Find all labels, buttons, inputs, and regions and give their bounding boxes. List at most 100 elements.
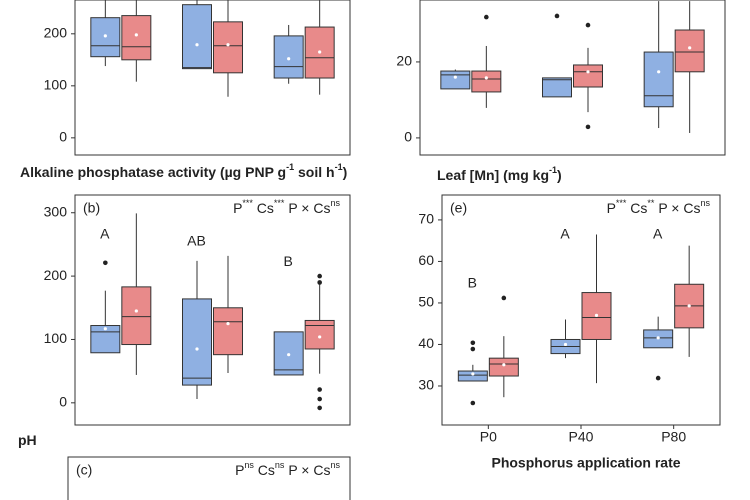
mean bbox=[484, 76, 488, 80]
mean bbox=[563, 342, 568, 347]
box bbox=[90, 17, 121, 58]
text-part: pH bbox=[18, 432, 37, 448]
text-part: ns bbox=[700, 198, 710, 208]
significance: Pns Csns P × Csns bbox=[235, 460, 340, 477]
mean bbox=[687, 304, 691, 308]
y-tick-label: 200 bbox=[44, 267, 68, 283]
x-tick-label: P40 bbox=[569, 429, 594, 445]
panel-title: Leaf [Mn] (mg kg-1) bbox=[437, 165, 562, 182]
significance: P*** Cs*** P × Csns bbox=[233, 198, 340, 215]
y-tick-label: 0 bbox=[59, 394, 67, 410]
text-part: Cs bbox=[626, 200, 647, 216]
outlier bbox=[103, 260, 108, 266]
group-letter: A bbox=[653, 226, 663, 242]
text-part: ) bbox=[343, 164, 348, 180]
mean bbox=[657, 70, 661, 74]
group-letter: AB bbox=[187, 233, 206, 249]
mean bbox=[226, 322, 230, 326]
outlier bbox=[317, 273, 322, 279]
text-part: *** bbox=[242, 198, 253, 208]
text-part: P bbox=[235, 462, 244, 478]
y-tick-label: 40 bbox=[418, 335, 434, 351]
mean bbox=[195, 347, 199, 351]
mean bbox=[586, 70, 590, 74]
mean bbox=[656, 336, 660, 340]
box bbox=[304, 319, 335, 350]
outlier bbox=[317, 280, 322, 285]
outlier bbox=[317, 387, 322, 392]
outlier bbox=[317, 396, 322, 402]
text-part: ns bbox=[275, 460, 285, 470]
text-part: ** bbox=[647, 198, 655, 208]
x-tick-label: P0 bbox=[480, 429, 497, 445]
text-part: Alkaline phosphatase activity (µg PNP g bbox=[20, 164, 286, 180]
panel-label: (e) bbox=[450, 200, 467, 216]
mean bbox=[318, 335, 322, 339]
outlier bbox=[470, 346, 476, 352]
x-tick-label: P80 bbox=[661, 429, 686, 445]
outlier bbox=[554, 13, 560, 19]
mean bbox=[134, 33, 138, 37]
outlier bbox=[470, 340, 476, 346]
group-letter: B bbox=[468, 275, 477, 291]
panel-title: Alkaline phosphatase activity (µg PNP g-… bbox=[20, 162, 347, 179]
y-tick-label: 300 bbox=[44, 203, 68, 219]
outlier bbox=[501, 295, 507, 301]
text-part: *** bbox=[616, 198, 627, 208]
text-part: *** bbox=[274, 198, 285, 208]
outlier bbox=[585, 124, 591, 130]
text-part: ) bbox=[557, 167, 562, 183]
mean bbox=[594, 313, 599, 317]
box bbox=[542, 77, 572, 98]
box bbox=[182, 298, 212, 386]
mean bbox=[226, 43, 230, 47]
mean bbox=[103, 34, 107, 38]
text-part: P bbox=[607, 200, 616, 216]
mean bbox=[318, 50, 322, 54]
y-tick-label: 0 bbox=[404, 129, 412, 145]
panel-frame bbox=[74, 194, 351, 426]
x-axis-label: Phosphorus application rate bbox=[491, 455, 680, 471]
panel-label: (b) bbox=[83, 200, 100, 216]
panel-label: (c) bbox=[76, 462, 92, 478]
outlier bbox=[585, 22, 591, 28]
box bbox=[182, 4, 212, 70]
y-tick-label: 60 bbox=[418, 252, 434, 268]
panel-frame bbox=[419, 0, 726, 156]
mean bbox=[287, 353, 291, 357]
box bbox=[643, 51, 674, 108]
outlier bbox=[655, 375, 661, 381]
group-letter: B bbox=[283, 253, 292, 269]
y-tick-label: 50 bbox=[418, 294, 434, 310]
y-tick-label: 100 bbox=[44, 330, 68, 346]
box bbox=[457, 370, 488, 382]
text-part: Cs bbox=[253, 200, 274, 216]
panel-frame bbox=[67, 456, 351, 500]
mean bbox=[502, 363, 506, 367]
text-part: Cs bbox=[254, 462, 275, 478]
y-tick-label: 100 bbox=[44, 77, 68, 93]
box bbox=[471, 70, 502, 93]
box bbox=[440, 70, 471, 90]
text-part: soil h bbox=[294, 164, 334, 180]
panel-frame bbox=[74, 0, 351, 156]
box bbox=[488, 357, 519, 377]
text-part: ns bbox=[330, 460, 340, 470]
text-part: Leaf [Mn] (mg kg bbox=[437, 167, 549, 183]
box bbox=[213, 21, 243, 74]
text-part: ns bbox=[330, 198, 340, 208]
mean bbox=[134, 309, 138, 313]
box bbox=[273, 331, 304, 376]
mean bbox=[103, 327, 107, 331]
box bbox=[674, 29, 705, 73]
text-part: -1 bbox=[286, 162, 294, 172]
box bbox=[121, 15, 152, 61]
outlier bbox=[470, 400, 476, 406]
text-part: -1 bbox=[335, 162, 343, 172]
text-part: P × Cs bbox=[284, 462, 330, 478]
mean bbox=[688, 46, 692, 50]
panel-title: pH bbox=[18, 432, 37, 448]
mean bbox=[287, 57, 291, 61]
y-tick-label: 200 bbox=[44, 25, 68, 41]
